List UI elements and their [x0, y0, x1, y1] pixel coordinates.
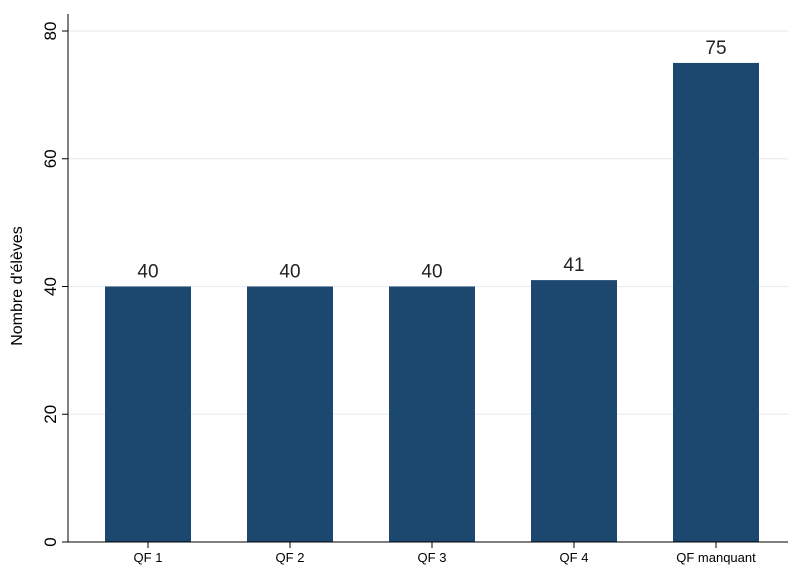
- y-tick-label-0: 0: [41, 537, 60, 546]
- y-tick-label-80: 80: [41, 22, 60, 41]
- x-category-label-4: QF 4: [560, 550, 589, 565]
- x-category-label-2: QF 2: [276, 550, 305, 565]
- data-labels: 40 40 40 41 75: [137, 38, 726, 283]
- data-label-5: 75: [705, 38, 726, 59]
- y-axis-title: Nombre d'élèves: [9, 226, 26, 346]
- x-category-label-5: QF manquant: [676, 550, 756, 565]
- bar-qf-3: [389, 287, 475, 543]
- data-label-1: 40: [137, 262, 158, 283]
- y-tick-label-20: 20: [41, 405, 60, 424]
- bar-qf-1: [105, 287, 191, 543]
- x-category-labels: QF 1 QF 2 QF 3 QF 4 QF manquant: [134, 542, 757, 565]
- x-category-label-3: QF 3: [418, 550, 447, 565]
- y-ticks: 0 20 40 60 80: [41, 22, 68, 547]
- data-label-2: 40: [279, 262, 300, 283]
- y-tick-label-40: 40: [41, 277, 60, 296]
- bars: [105, 63, 759, 542]
- data-label-4: 41: [563, 255, 584, 276]
- bar-qf-manquant: [673, 63, 759, 542]
- x-category-label-1: QF 1: [134, 550, 163, 565]
- y-tick-label-60: 60: [41, 149, 60, 168]
- data-label-3: 40: [421, 262, 442, 283]
- bar-qf-4: [531, 280, 617, 542]
- bar-qf-2: [247, 287, 333, 543]
